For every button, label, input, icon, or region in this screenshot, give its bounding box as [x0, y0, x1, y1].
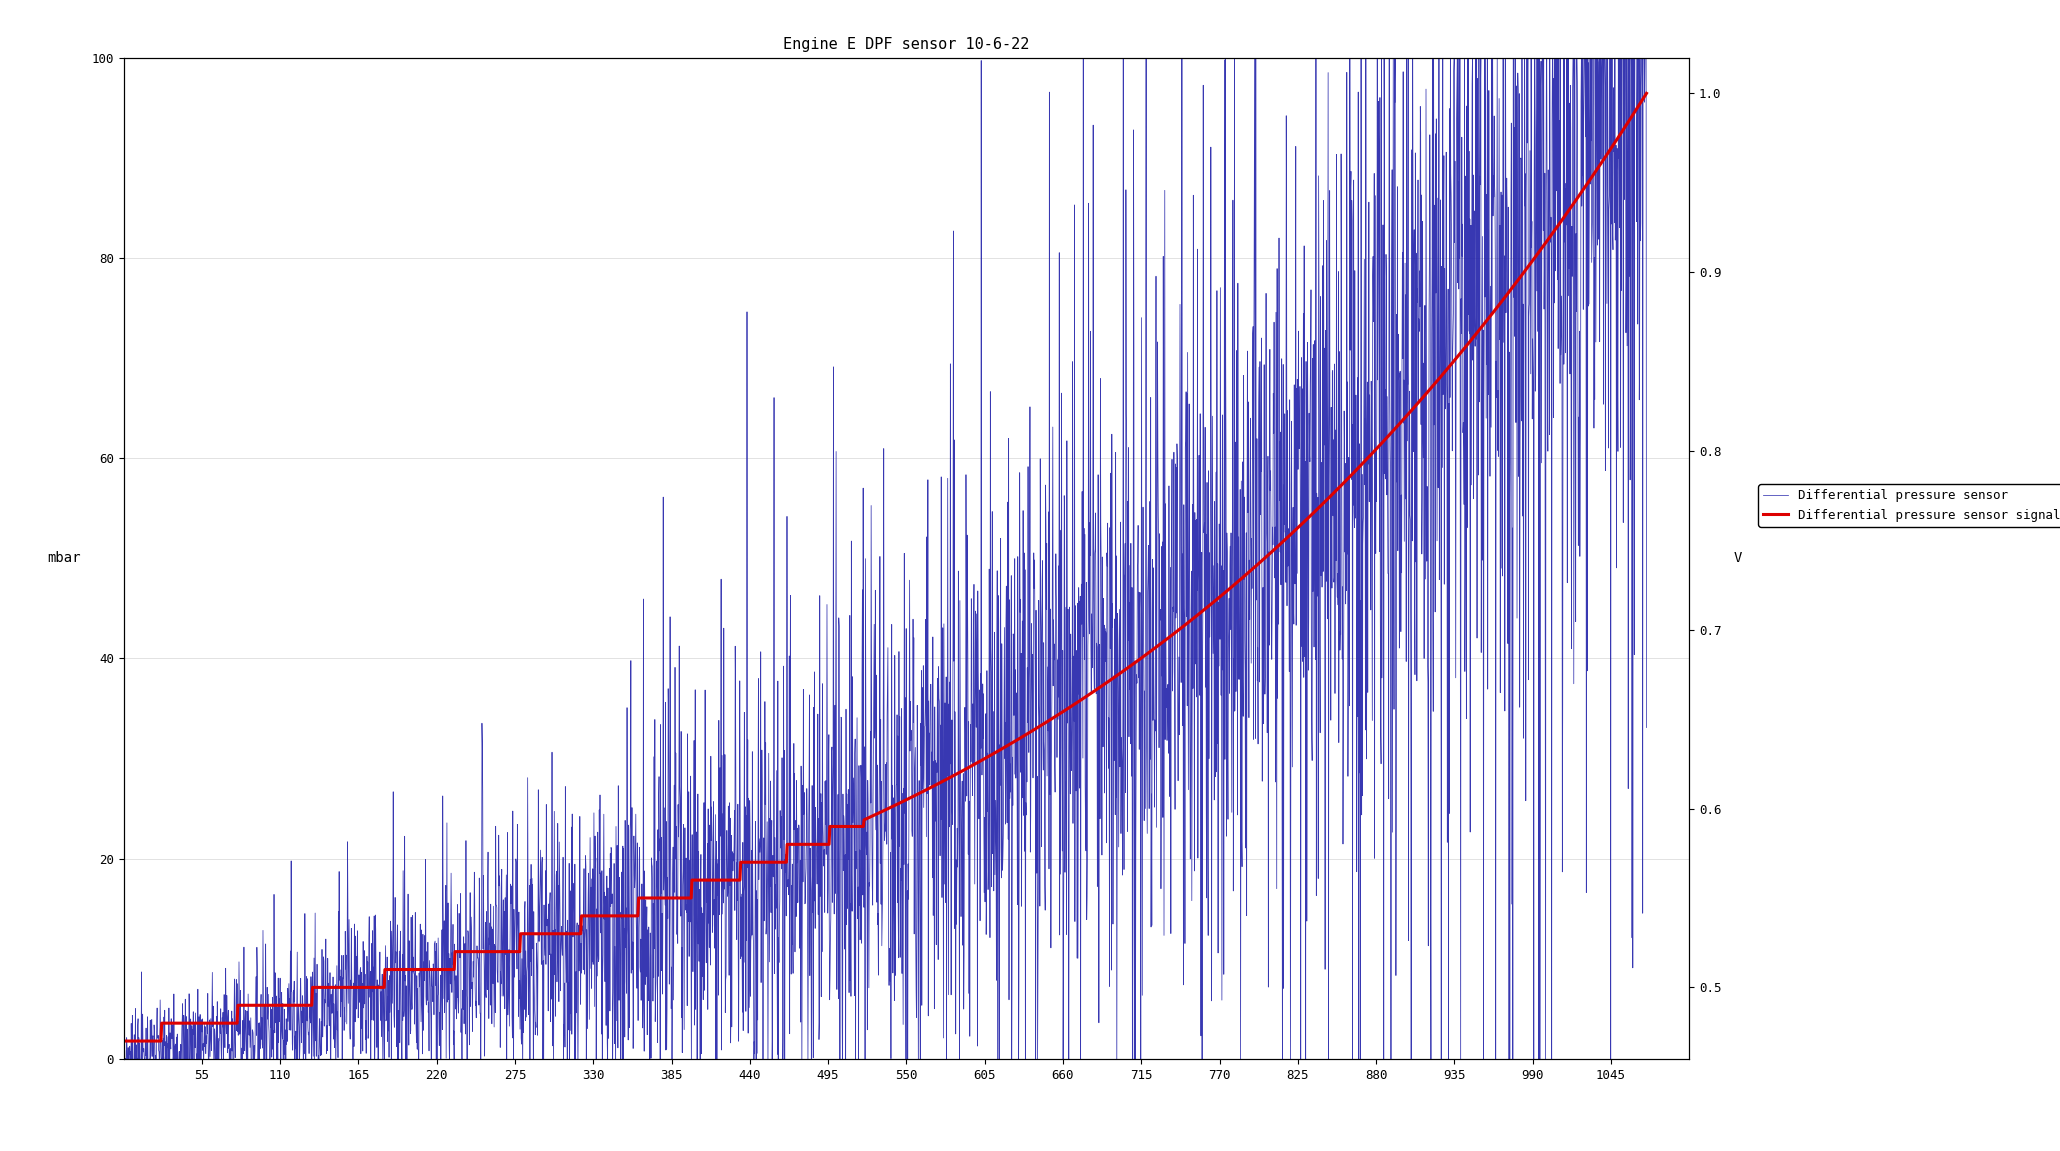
Title: Engine E DPF sensor 10-6-22: Engine E DPF sensor 10-6-22: [783, 37, 1030, 52]
Differential pressure sensor signal: [111, 1034, 136, 1047]
Differential pressure sensor: [1588, 152, 1613, 166]
Differential pressure sensor signal: [851, 813, 876, 826]
Differential pressure sensor signal: [1310, 497, 1335, 511]
Differential pressure sensor signal: [1590, 154, 1615, 168]
Differential pressure sensor: [1634, 721, 1658, 734]
Differential pressure sensor: [834, 798, 859, 811]
Differential pressure sensor signal: [1588, 155, 1613, 169]
Line: Differential pressure sensor signal: Differential pressure sensor signal: [124, 93, 1646, 1041]
Y-axis label: mbar: mbar: [47, 551, 80, 565]
Differential pressure sensor: [1071, 51, 1096, 64]
Differential pressure sensor signal: [1634, 86, 1658, 100]
Line: Differential pressure sensor: Differential pressure sensor: [124, 58, 1646, 1078]
Differential pressure sensor: [1217, 623, 1242, 637]
Differential pressure sensor: [111, 1019, 136, 1032]
Differential pressure sensor signal: [190, 1016, 214, 1030]
Differential pressure sensor: [764, 901, 789, 915]
Differential pressure sensor: [752, 831, 777, 845]
Legend: Differential pressure sensor, Differential pressure sensor signal: Differential pressure sensor, Differenti…: [1757, 485, 2060, 527]
Differential pressure sensor signal: [812, 838, 836, 852]
Differential pressure sensor: [1512, 51, 1537, 64]
Y-axis label: V: V: [1735, 551, 1743, 565]
Differential pressure sensor: [113, 1072, 138, 1085]
